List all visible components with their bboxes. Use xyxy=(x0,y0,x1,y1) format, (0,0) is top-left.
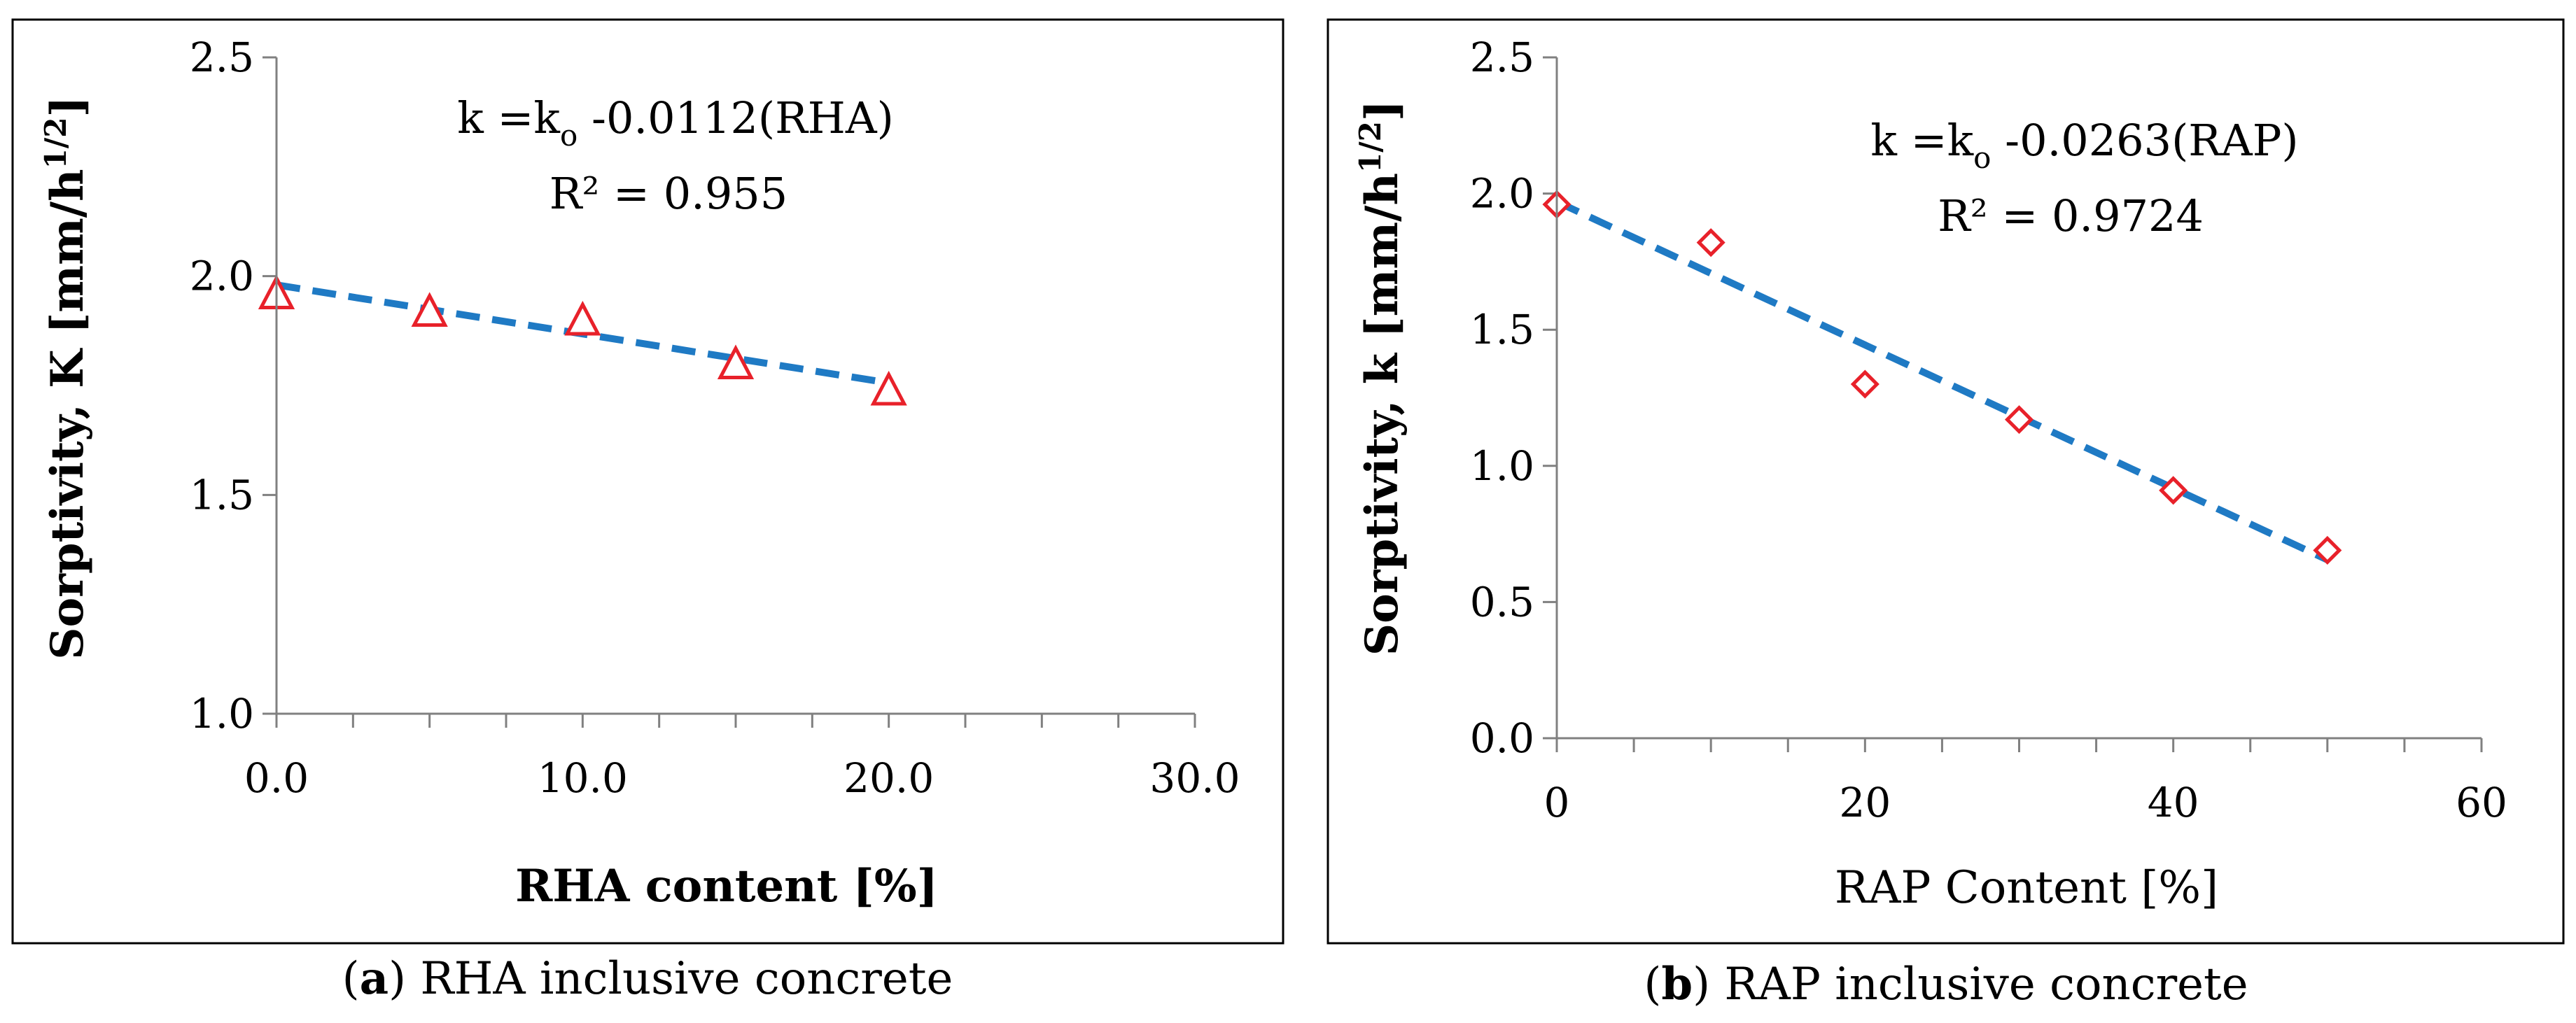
panel-a-data-point xyxy=(870,370,907,406)
panel-a-frame xyxy=(11,18,1284,945)
panel-a-xtick-label: 20.0 xyxy=(844,754,934,802)
panel-a-axes xyxy=(275,57,1195,715)
panel-b-ytick-label: 2.0 xyxy=(1470,170,1534,218)
panel-a-r2: R² = 0.955 xyxy=(550,168,788,219)
panel-a-points xyxy=(258,274,907,406)
panel-a-data-point xyxy=(564,300,601,336)
panel-b-data-point xyxy=(1850,369,1879,399)
panel-b-frame xyxy=(1326,18,2565,945)
panel-a-xticks: 0.0 10.0 20.0 30.0 xyxy=(244,714,1240,802)
panel-b-ylabel: Sorptivity, k [mm/h1/2] xyxy=(1353,100,1408,656)
panel-a-xlabel: RHA content [%] xyxy=(515,860,938,912)
panel-b-xtick-label: 0 xyxy=(1544,779,1570,826)
panel-a-ylabel: Sorptivity, K [mm/h1/2] xyxy=(38,96,94,660)
panel-b-trendline xyxy=(1555,198,2329,563)
panel-b-r2: R² = 0.9724 xyxy=(1938,190,2204,241)
panel-a-ytick-label: 2.0 xyxy=(190,253,254,300)
caption-b: (b) RAP inclusive concrete xyxy=(1644,958,2248,1010)
panel-a-data-point xyxy=(411,292,448,327)
panel-b-xtick-label: 20 xyxy=(1839,779,1891,826)
panel-b-ytick-label: 2.5 xyxy=(1470,34,1534,81)
panel-a-equation: k =ko -0.0112(RHA) xyxy=(457,92,894,153)
panel-a-ytick-label: 1.0 xyxy=(190,690,254,738)
panel-a-xtick-label: 30.0 xyxy=(1149,754,1240,802)
panel-b-data-point xyxy=(2313,535,2342,565)
panel-b-ytick-label: 0.0 xyxy=(1470,714,1534,762)
panel-a-yticks: 1.0 1.5 2.0 2.5 xyxy=(190,34,276,738)
panel-b-axes xyxy=(1555,57,2482,740)
panel-b-yticks: 0.0 0.5 1.0 1.5 2.0 2.5 xyxy=(1470,34,1557,762)
panel-b-ytick-label: 1.0 xyxy=(1470,442,1534,490)
panel-a: 1.0 1.5 2.0 2.5 0.0 10.0 20.0 30.0 k =ko -0.01… xyxy=(11,18,1284,945)
panel-a-ytick-label: 2.5 xyxy=(190,34,254,81)
panel-a-ytick-label: 1.5 xyxy=(190,471,254,518)
caption-a: (a) RHA inclusive concrete xyxy=(342,952,953,1005)
panel-b-data-point xyxy=(2159,476,2188,505)
panel-b-xtick-label: 60 xyxy=(2456,779,2507,826)
panel-a-xtick-label: 10.0 xyxy=(538,754,628,802)
panel-a-xtick-label: 0.0 xyxy=(244,754,309,802)
panel-b-xtick-label: 40 xyxy=(2148,779,2199,826)
panel-b-xticks: 0 20 40 60 xyxy=(1544,738,2507,826)
panel-b-data-point xyxy=(1696,228,1726,257)
panel-a-data-point xyxy=(717,344,755,380)
panel-b-ytick-label: 1.5 xyxy=(1470,306,1534,353)
panel-b-data-point xyxy=(2004,405,2034,435)
panel-b-xlabel: RAP Content [%] xyxy=(1835,862,2218,914)
panel-b: 0.0 0.5 1.0 1.5 2.0 2.5 0 20 40 60 k =ko -0.0263… xyxy=(1326,18,2565,945)
panel-b-points xyxy=(1542,190,2342,565)
panel-b-equation: k =ko -0.0263(RAP) xyxy=(1870,115,2298,175)
panel-b-trendline-group xyxy=(1555,198,2329,563)
panel-b-ytick-label: 0.5 xyxy=(1470,578,1534,626)
